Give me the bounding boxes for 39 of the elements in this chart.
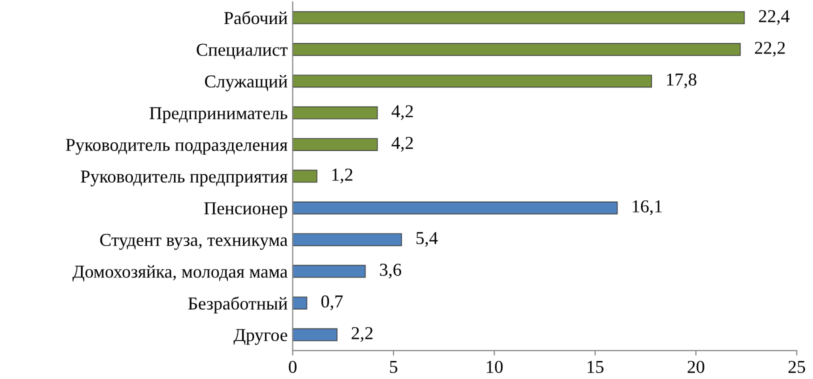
y-tick-label: Студент вуза, техникума: [100, 234, 288, 250]
y-tick-label: Руководитель предприятия: [80, 170, 288, 186]
data-label: 2,2: [352, 327, 372, 342]
y-tick-label: Служащий: [205, 75, 288, 92]
x-tick-label: 10: [486, 360, 503, 374]
data-label: 22,4: [759, 10, 790, 25]
y-tick-label: Пенсионер: [204, 202, 288, 218]
y-tick-label: Домохозяйка, молодая мама: [72, 265, 288, 282]
bar: [292, 74, 652, 88]
bar: [292, 233, 402, 246]
data-label: 5,4: [416, 232, 438, 247]
bar: [292, 43, 741, 56]
y-tick-label: Руководитель подразделения: [66, 138, 288, 155]
x-tick-label: 15: [588, 360, 604, 374]
data-label: 3,6: [380, 264, 402, 278]
bar: [292, 296, 308, 310]
bar: [292, 106, 378, 120]
bar: [292, 328, 338, 342]
data-label: 4,2: [392, 136, 413, 152]
bar: [292, 138, 378, 151]
data-label: 16,1: [632, 200, 662, 216]
data-label: 0,7: [321, 295, 343, 310]
y-tick-label: Предприниматель: [150, 107, 288, 123]
data-label: 1,2: [332, 168, 352, 184]
y-tick-label: Специалист: [196, 44, 288, 60]
data-label: 4,2: [392, 105, 413, 120]
y-tick-label: Безработный: [188, 296, 288, 314]
x-tick-label: 5: [390, 361, 398, 374]
data-label: 17,8: [667, 73, 696, 88]
x-tick-label: 0: [288, 360, 297, 374]
bar: [292, 264, 366, 278]
x-tick-label: 25: [788, 360, 806, 374]
bar: [292, 11, 745, 24]
y-tick-label: Другое: [234, 329, 288, 345]
bar: [292, 170, 318, 183]
y-tick-label: Рабочий: [224, 11, 288, 24]
x-tick-label: 20: [688, 360, 704, 374]
bar: [292, 201, 618, 214]
data-label: 22,2: [754, 42, 785, 57]
